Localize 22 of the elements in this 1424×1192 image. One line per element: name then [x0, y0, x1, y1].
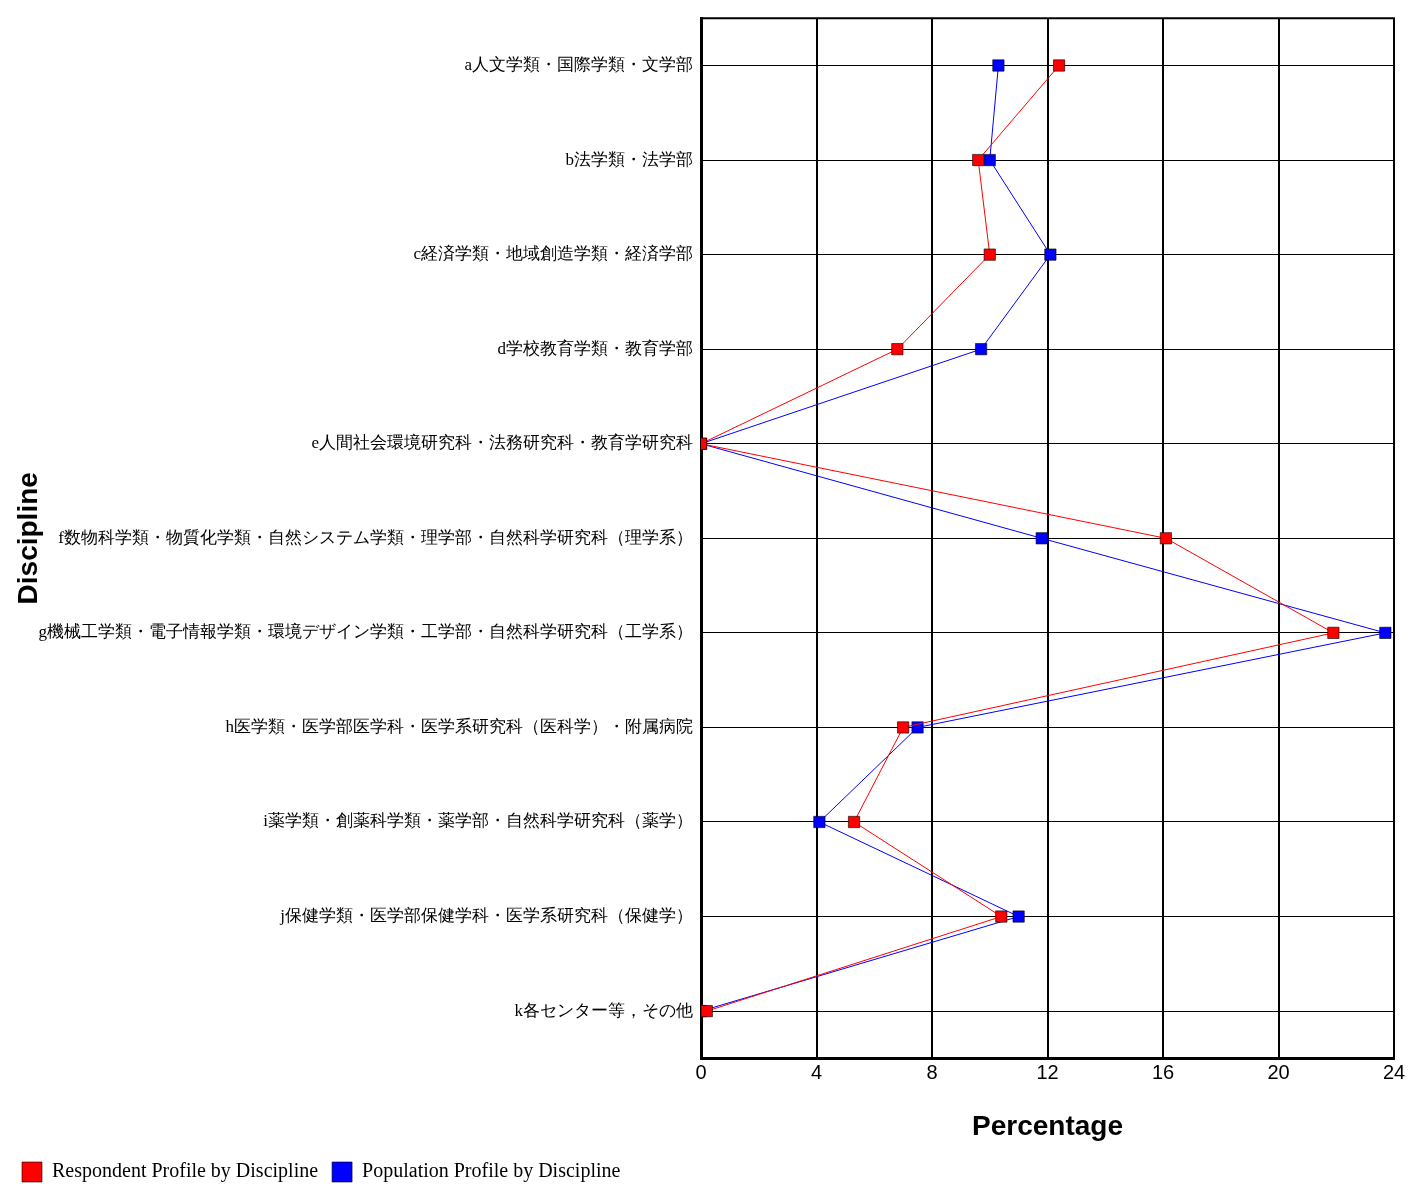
- legend-label: Respondent Profile by Discipline: [52, 1159, 319, 1183]
- y-tick-label: f数物科学類・物質化学類・自然システム学類・理学部・自然科学研究科（理学系）: [58, 527, 693, 547]
- y-axis-title: Discipline: [11, 472, 43, 605]
- y-tick-label: e人間社会環境研究科・法務研究科・教育学研究科: [311, 433, 693, 453]
- legend-label: Population Profile by Discipline: [362, 1159, 621, 1183]
- y-tick-label: d学校教育学類・教育学部: [497, 338, 693, 358]
- y-tick-label: b法学類・法学部: [565, 149, 693, 169]
- y-tick-label: a人文学類・国際学類・文学部: [464, 54, 693, 74]
- y-tick-label: k各センター等，その他: [514, 1000, 693, 1020]
- y-tick-label: h医学類・医学部医学科・医学系研究科（医科学）・附属病院: [225, 716, 693, 736]
- x-axis-title: Percentage: [972, 1109, 1123, 1141]
- x-tick-label: 8: [926, 1060, 938, 1083]
- x-tick-label: 16: [1151, 1060, 1175, 1083]
- x-tick-label: 12: [1036, 1060, 1059, 1083]
- y-tick-label: g機械工学類・電子情報学類・環境デザイン学類・工学部・自然科学研究科（工学系）: [38, 622, 693, 642]
- x-tick-label: 4: [810, 1060, 823, 1083]
- y-tick-label: i薬学類・創薬科学類・薬学部・自然科学研究科（薬学）: [263, 811, 693, 831]
- y-tick-label: c経済学類・地域創造学類・経済学部: [413, 244, 693, 264]
- x-tick-label: 24: [1382, 1060, 1406, 1083]
- x-tick-label: 20: [1267, 1060, 1290, 1083]
- y-tick-label: j保健学類・医学部保健学科・医学系研究科（保健学）: [279, 906, 693, 926]
- x-tick-label: 0: [695, 1060, 707, 1083]
